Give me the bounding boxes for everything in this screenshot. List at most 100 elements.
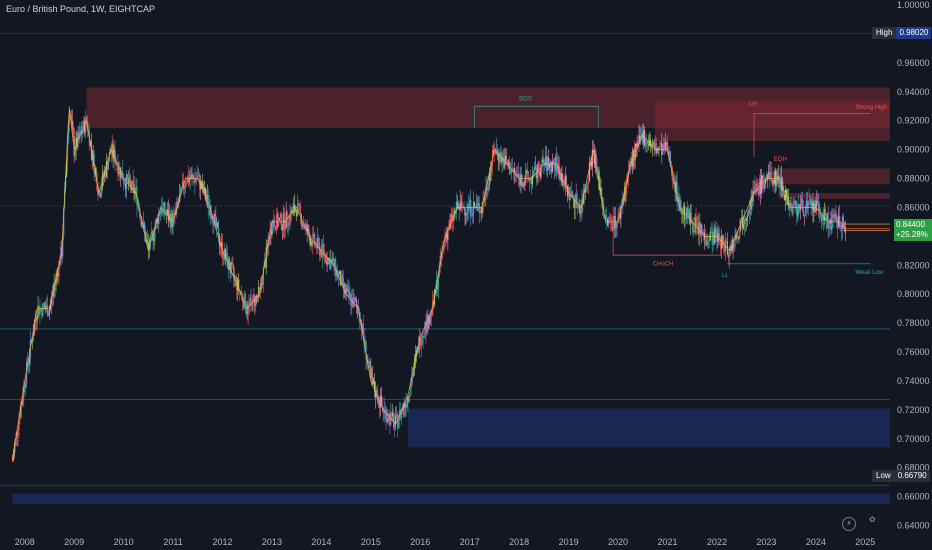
candle-body [208,205,210,208]
candle-body [639,135,641,139]
candle-body [287,224,289,226]
candle-body [264,261,266,268]
candle-body [619,213,621,219]
candle-body [36,316,38,321]
candle-body [804,206,806,216]
leaf-icon[interactable]: ✿ [869,515,876,524]
candle-body [595,154,597,168]
candle-body [323,249,325,257]
candle-body [163,202,166,214]
candle-body [723,243,726,252]
candle-body [763,183,766,189]
candle-body [656,148,658,154]
candle-body [312,233,314,246]
candle-body [210,216,212,217]
candle-body [828,223,830,228]
candle-body [416,346,419,351]
candle-body [422,335,424,338]
candle-body [59,261,61,265]
candle-body [142,227,144,228]
price-tick-label: 0.80000 [897,289,930,299]
candle-body [725,241,728,242]
candle-body [160,209,162,215]
candle-body [82,130,84,134]
candle-body [131,180,133,190]
candle-body [226,252,228,268]
candle-body [786,196,788,198]
candle-body [494,153,496,155]
candle-body [444,237,446,242]
candle-body [714,228,716,243]
candle-body [238,279,240,291]
candle-body [699,222,701,235]
candle-body [489,171,491,185]
candle-body [665,141,668,150]
candle-body [325,254,327,263]
candle-body [150,232,152,236]
candle-body [823,209,825,221]
candle-body [405,404,407,407]
candle-body [533,167,535,172]
candle-body [742,224,745,228]
candle-body [237,279,239,291]
candle-body [799,204,801,210]
candle-body [733,246,735,249]
candle-body [706,241,709,245]
candle-body [545,156,547,164]
candle-body [306,224,308,233]
candle-body [79,130,81,138]
candle-body [575,194,577,204]
candle-body [485,186,487,198]
candle-body [550,161,553,172]
candle-body [710,231,712,233]
candle-body [490,170,492,172]
candle-body [477,203,479,205]
candle-body [501,156,503,163]
lightning-icon[interactable]: ⚡ [842,517,856,531]
candle-body [541,159,543,166]
candle-body [480,207,482,214]
candle-body [712,231,714,245]
candle-body [759,179,761,195]
candle-body [209,205,211,217]
candle-body [78,132,80,138]
price-tick-label: 1.00000 [897,0,930,10]
candle-body [625,187,627,195]
candle-body [73,136,75,156]
candle-body [98,192,100,196]
candle-body [250,297,252,301]
candle-body [463,207,465,209]
weak-low-label: Weak Low [855,270,884,276]
candle-body [65,161,68,177]
time-tick-label: 2015 [361,537,381,547]
candle-body [437,277,439,290]
candle-body [529,178,531,181]
price-tick-label: 0.86000 [897,202,930,212]
candle-body [41,308,43,317]
candle-body [669,151,671,167]
candle-body [142,222,145,228]
candle-body [57,273,59,277]
current-price-change: +25.28% [896,230,928,239]
current-price-value: 0.84400 [896,220,925,229]
candle-body [704,239,707,244]
candle-body [35,320,37,322]
candle-body [795,200,797,208]
low-badge-label: Low [872,470,895,482]
candle-body [124,183,127,189]
candle-body [112,143,114,158]
candle-body [773,180,775,184]
candle-body [605,214,607,219]
candle-body [115,163,117,165]
candle-body [544,163,546,166]
candle-body [196,178,198,180]
price-tick-label: 0.96000 [897,58,930,68]
candle-body [282,213,284,228]
candle-body [819,208,821,212]
candle-body [518,173,520,178]
candle-body [110,150,112,154]
candle-body [309,236,311,245]
candle-body [423,335,425,337]
candle-body [542,159,544,163]
